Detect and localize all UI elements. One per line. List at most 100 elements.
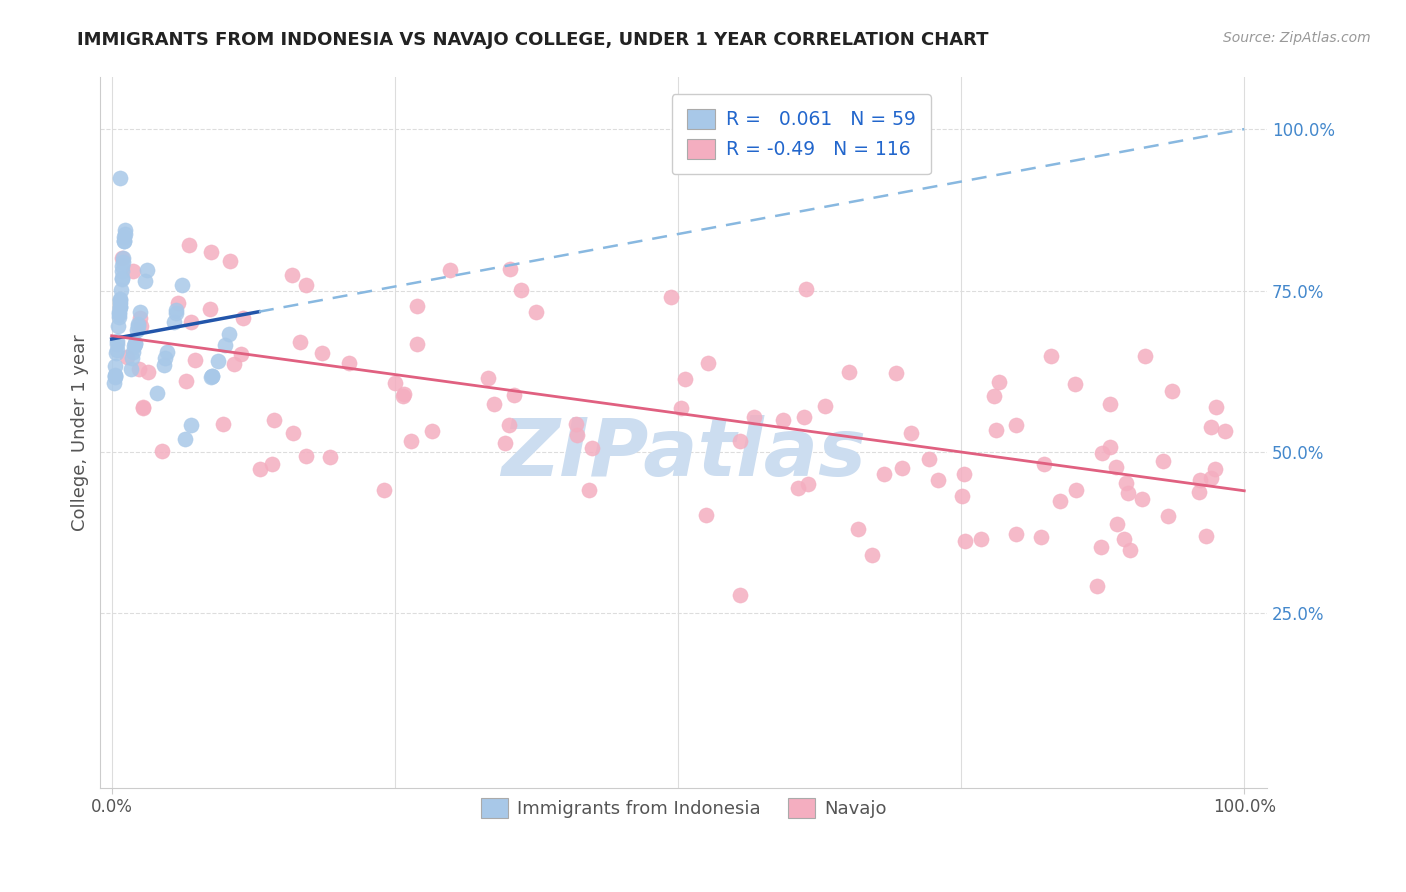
- Point: [983, 389, 1005, 403]
- Point: [581, 441, 603, 455]
- Point: [108, 305, 131, 319]
- Point: [105, 337, 128, 351]
- Point: [1005, 417, 1028, 432]
- Point: [337, 356, 360, 370]
- Point: [1039, 350, 1062, 364]
- Point: [114, 222, 136, 236]
- Point: [108, 296, 131, 310]
- Point: [115, 350, 138, 364]
- Point: [295, 278, 318, 293]
- Point: [1085, 579, 1108, 593]
- Point: [1115, 476, 1137, 491]
- Point: [319, 450, 342, 465]
- Point: [121, 351, 143, 365]
- Point: [108, 292, 131, 306]
- Point: [838, 366, 860, 380]
- Point: [153, 358, 176, 372]
- Point: [212, 417, 235, 431]
- Point: [108, 310, 131, 324]
- Point: [659, 290, 682, 304]
- Point: [111, 263, 134, 277]
- Text: Source: ZipAtlas.com: Source: ZipAtlas.com: [1223, 31, 1371, 45]
- Point: [108, 293, 131, 308]
- Point: [112, 251, 135, 265]
- Point: [860, 548, 883, 562]
- Point: [1135, 349, 1157, 363]
- Point: [1098, 397, 1121, 411]
- Point: [218, 326, 240, 341]
- Point: [163, 315, 186, 329]
- Point: [969, 532, 991, 546]
- Point: [104, 369, 127, 384]
- Point: [132, 400, 155, 414]
- Point: [484, 397, 506, 411]
- Point: [262, 457, 284, 471]
- Point: [742, 410, 765, 425]
- Point: [114, 227, 136, 241]
- Point: [103, 376, 125, 391]
- Point: [167, 296, 190, 310]
- Point: [797, 477, 820, 491]
- Point: [988, 375, 1011, 389]
- Point: [201, 368, 224, 383]
- Point: [671, 401, 693, 416]
- Point: [198, 301, 221, 316]
- Text: IMMIGRANTS FROM INDONESIA VS NAVAJO COLLEGE, UNDER 1 YEAR CORRELATION CHART: IMMIGRANTS FROM INDONESIA VS NAVAJO COLL…: [77, 31, 988, 49]
- Point: [565, 427, 588, 442]
- Point: [794, 282, 817, 296]
- Point: [156, 344, 179, 359]
- Point: [201, 369, 224, 384]
- Point: [110, 284, 132, 298]
- Point: [384, 376, 406, 390]
- Point: [494, 435, 516, 450]
- Point: [105, 334, 128, 348]
- Point: [891, 461, 914, 475]
- Point: [510, 284, 533, 298]
- Point: [1049, 494, 1071, 508]
- Point: [439, 262, 461, 277]
- Point: [927, 473, 949, 487]
- Point: [111, 270, 134, 285]
- Point: [695, 508, 717, 522]
- Point: [1189, 473, 1212, 487]
- Point: [127, 319, 149, 334]
- Point: [174, 432, 197, 446]
- Point: [105, 343, 128, 358]
- Point: [1112, 532, 1135, 546]
- Point: [728, 434, 751, 448]
- Point: [498, 417, 520, 432]
- Point: [1031, 530, 1053, 544]
- Point: [111, 254, 134, 268]
- Point: [918, 452, 941, 467]
- Point: [730, 588, 752, 602]
- Point: [578, 483, 600, 498]
- Point: [179, 238, 201, 252]
- Point: [1205, 400, 1227, 414]
- Point: [232, 311, 254, 326]
- Point: [1195, 529, 1218, 543]
- Point: [263, 413, 285, 427]
- Point: [392, 389, 415, 403]
- Point: [110, 272, 132, 286]
- Point: [229, 347, 252, 361]
- Point: [772, 413, 794, 427]
- Point: [129, 318, 152, 333]
- Point: [150, 444, 173, 458]
- Point: [1004, 527, 1026, 541]
- Point: [105, 346, 128, 360]
- Point: [128, 361, 150, 376]
- Point: [422, 425, 444, 439]
- Point: [1199, 420, 1222, 434]
- Point: [207, 354, 229, 368]
- Point: [134, 274, 156, 288]
- Point: [104, 359, 127, 373]
- Point: [281, 268, 304, 282]
- Legend: Immigrants from Indonesia, Navajo: Immigrants from Indonesia, Navajo: [474, 790, 894, 825]
- Point: [873, 467, 896, 481]
- Point: [1105, 460, 1128, 475]
- Point: [283, 425, 305, 440]
- Point: [120, 361, 142, 376]
- Point: [180, 418, 202, 433]
- Point: [1090, 540, 1112, 554]
- Point: [108, 170, 131, 185]
